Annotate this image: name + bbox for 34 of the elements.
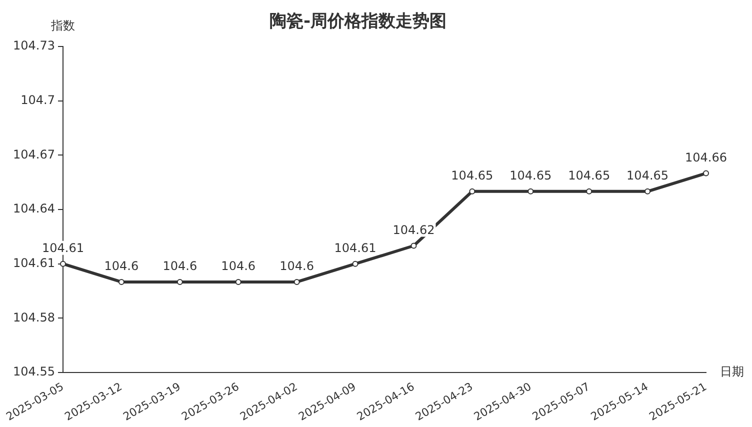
point bbox=[703, 170, 709, 176]
data-label: 104.65 bbox=[510, 168, 552, 183]
y-tick-label: 104.58 bbox=[12, 310, 55, 324]
data-label: 104.6 bbox=[221, 259, 256, 274]
y-tick-label: 104.64 bbox=[12, 202, 55, 216]
data-label: 104.65 bbox=[568, 168, 610, 183]
y-tick-label: 104.67 bbox=[12, 147, 55, 162]
data-label: 104.61 bbox=[42, 240, 84, 255]
y-tick-label: 104.7 bbox=[20, 92, 55, 107]
x-axis-title: 日期 bbox=[720, 364, 744, 379]
chart-title: 陶瓷-周价格指数走势图 bbox=[269, 12, 447, 32]
data-label: 104.62 bbox=[392, 222, 435, 237]
point bbox=[644, 188, 651, 194]
point bbox=[528, 188, 534, 194]
data-label: 104.6 bbox=[280, 259, 314, 274]
y-tick-label: 104.55 bbox=[12, 364, 55, 379]
point bbox=[118, 278, 124, 285]
y-axis-title: 指数 bbox=[50, 18, 75, 33]
point bbox=[235, 278, 242, 285]
point bbox=[352, 260, 358, 267]
data-label: 104.66 bbox=[685, 150, 727, 164]
point bbox=[586, 188, 592, 194]
y-tick-label: 104.73 bbox=[12, 38, 55, 53]
point bbox=[410, 242, 417, 249]
data-label: 104.61 bbox=[334, 240, 376, 255]
point bbox=[176, 278, 183, 285]
point bbox=[294, 278, 300, 285]
y-tick-label: 104.61 bbox=[12, 256, 55, 270]
data-label: 104.65 bbox=[626, 168, 669, 183]
data-label: 104.65 bbox=[451, 168, 494, 183]
data-label: 104.6 bbox=[104, 259, 139, 274]
point bbox=[469, 188, 476, 194]
point bbox=[60, 260, 66, 267]
data-label: 104.6 bbox=[162, 259, 198, 274]
